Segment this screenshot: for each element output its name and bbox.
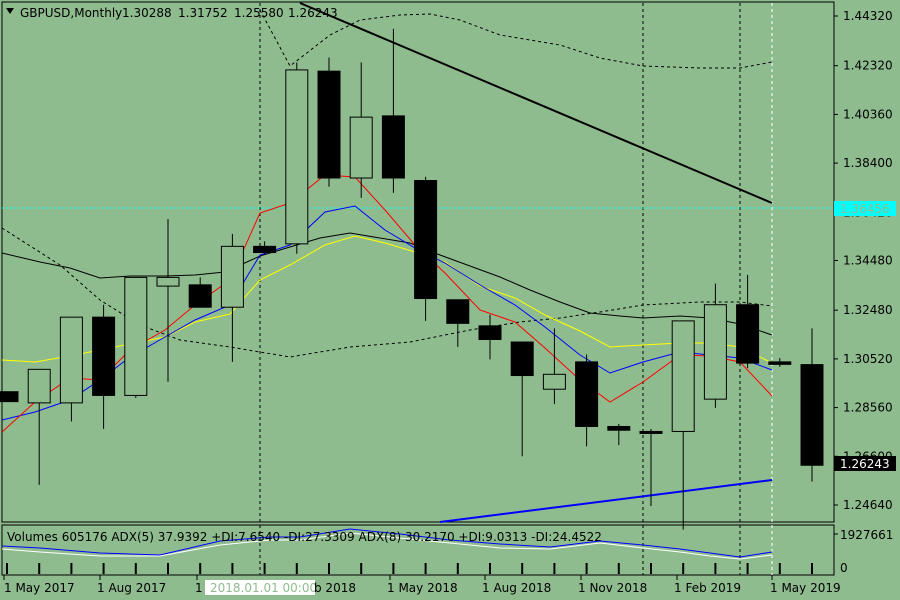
ma-black-line (1, 232, 773, 336)
price-scale-label: 1.38400 (843, 156, 893, 170)
ohlc-open: 1.30288 (122, 6, 172, 20)
candle-body-bear (446, 299, 470, 324)
time-label-7: 1 Feb 2019 (674, 581, 741, 595)
candle[interactable] (768, 358, 792, 367)
candle[interactable] (414, 176, 438, 321)
indicator-scale-top: 1927661 (840, 528, 893, 542)
candle-body-bull (124, 276, 148, 396)
candle-body-bear (478, 325, 502, 341)
candle-body-bear (381, 115, 405, 179)
candlestick-series[interactable] (0, 28, 824, 530)
candle[interactable] (220, 233, 244, 362)
candle[interactable] (446, 299, 470, 347)
time-label-6: 1 Nov 2018 (578, 581, 647, 595)
indicator-title: Volumes 605176 ADX(5) 37.9392 +DI:7.6540… (7, 530, 602, 544)
candle-body-bull (27, 368, 51, 404)
price-scale-label: 1.28560 (843, 401, 893, 415)
time-label-2: 1 Aug 2017 (97, 581, 166, 595)
candle-body-bull (220, 245, 244, 308)
candle[interactable] (0, 391, 19, 403)
candle[interactable] (703, 283, 727, 408)
candle-body-bull (671, 320, 695, 432)
candle[interactable] (188, 277, 212, 308)
time-label-8: 1 May 2019 (770, 581, 841, 595)
price-scale-label: 1.34480 (843, 254, 893, 268)
candle[interactable] (317, 57, 341, 187)
trendline-uptrend[interactable] (439, 479, 773, 523)
candle[interactable] (285, 62, 309, 254)
candle-body-bear (800, 364, 824, 466)
time-label-1: 1 May 2017 (4, 581, 75, 595)
current-price-label: 1.26243 (840, 457, 890, 471)
symbol-title: GBPUSD,Monthly (20, 6, 122, 20)
candle-body-bull (59, 316, 83, 404)
price-scale-label: 1.32480 (843, 303, 893, 317)
candle[interactable] (736, 274, 760, 369)
candle[interactable] (253, 241, 277, 254)
price-scale-label: 1.30520 (843, 352, 893, 366)
candle-body-bear (414, 179, 438, 300)
candle-body-bear (510, 341, 534, 377)
candle-body-bull (703, 304, 727, 400)
candle[interactable] (27, 368, 51, 485)
candle[interactable] (800, 328, 824, 482)
candle[interactable] (478, 314, 502, 360)
current-price-badge (834, 456, 896, 471)
candle-body-bear (639, 430, 663, 434)
candle[interactable] (671, 320, 695, 530)
candle-body-bear (0, 391, 19, 403)
candle-body-bear (768, 361, 792, 365)
candle[interactable] (156, 219, 180, 382)
price-scale-label: 1.24640 (843, 498, 893, 512)
candle[interactable] (639, 428, 663, 506)
price-scale-label: 1.44320 (843, 9, 893, 23)
volume-bars (6, 563, 813, 574)
envelope-lower (1, 227, 773, 358)
crosshair-date-badge (205, 580, 315, 595)
time-label-3: b 2018 (314, 581, 356, 595)
candle[interactable] (510, 341, 534, 457)
candle[interactable] (575, 354, 599, 447)
adx-line-white (1, 532, 773, 560)
candle-body-bear (92, 316, 116, 396)
candle-body-bear (188, 284, 212, 308)
hline-price-badge (834, 201, 896, 216)
price-scale-label: 1.40360 (843, 107, 893, 121)
candle-body-bear (575, 361, 599, 427)
ohlc-close: 1.26243 (288, 6, 338, 20)
candle[interactable] (124, 276, 148, 398)
period-separators (259, 3, 741, 575)
ohlc-low: 1.25580 (234, 6, 284, 20)
candle-body-bear (253, 245, 277, 254)
candle[interactable] (607, 423, 631, 446)
hline-price-label: 1.36456 (840, 202, 890, 216)
candle[interactable] (542, 328, 566, 405)
trendline-downtrend[interactable] (299, 2, 773, 204)
candle[interactable] (381, 28, 405, 193)
time-label-3-prefix: 1 (195, 581, 203, 595)
price-scale-label: 1.42320 (843, 59, 893, 73)
time-axis-ticks (3, 575, 773, 580)
candle-body-bear (317, 70, 341, 179)
candle-body-bull (349, 116, 373, 179)
candle-body-bull (156, 276, 180, 287)
candle-body-bear (607, 425, 631, 431)
dropdown-triangle-icon[interactable] (6, 8, 14, 14)
time-label-4: 1 May 2018 (387, 581, 458, 595)
candle-body-bull (542, 373, 566, 390)
candle[interactable] (59, 316, 83, 422)
candle[interactable] (92, 304, 116, 429)
adx-line-blue (1, 528, 773, 558)
indicator-scale-bottom: 0 (840, 561, 848, 575)
candle-body-bear (736, 304, 760, 364)
ohlc-high: 1.31752 (178, 6, 228, 20)
time-label-5: 1 Aug 2018 (482, 581, 551, 595)
candle-body-bull (285, 69, 309, 245)
candle[interactable] (349, 62, 373, 198)
crosshair-date-label: 2018.01.01 00:00 (210, 581, 317, 595)
indicator-pane[interactable] (1, 524, 835, 576)
